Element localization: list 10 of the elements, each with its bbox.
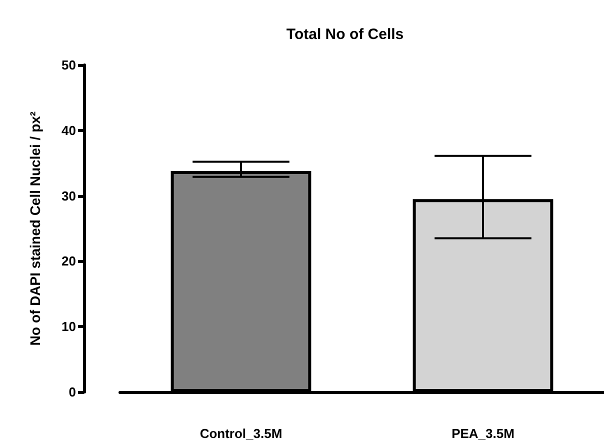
y-tick-label: 0: [68, 384, 76, 400]
y-tick-label: 10: [62, 319, 76, 334]
chart-title: Total No of Cells: [286, 26, 404, 43]
y-tick-label: 40: [62, 122, 76, 138]
x-tick-label: PEA_3.5M: [452, 426, 514, 441]
y-tick-label: 50: [62, 58, 76, 72]
y-tick-label: 30: [62, 188, 76, 204]
x-tick-label: Control_3.5M: [200, 426, 282, 441]
y-axis-title: No of DAPI stained Cell Nuclei / px²: [27, 111, 43, 346]
y-tick-label: 20: [62, 254, 76, 269]
